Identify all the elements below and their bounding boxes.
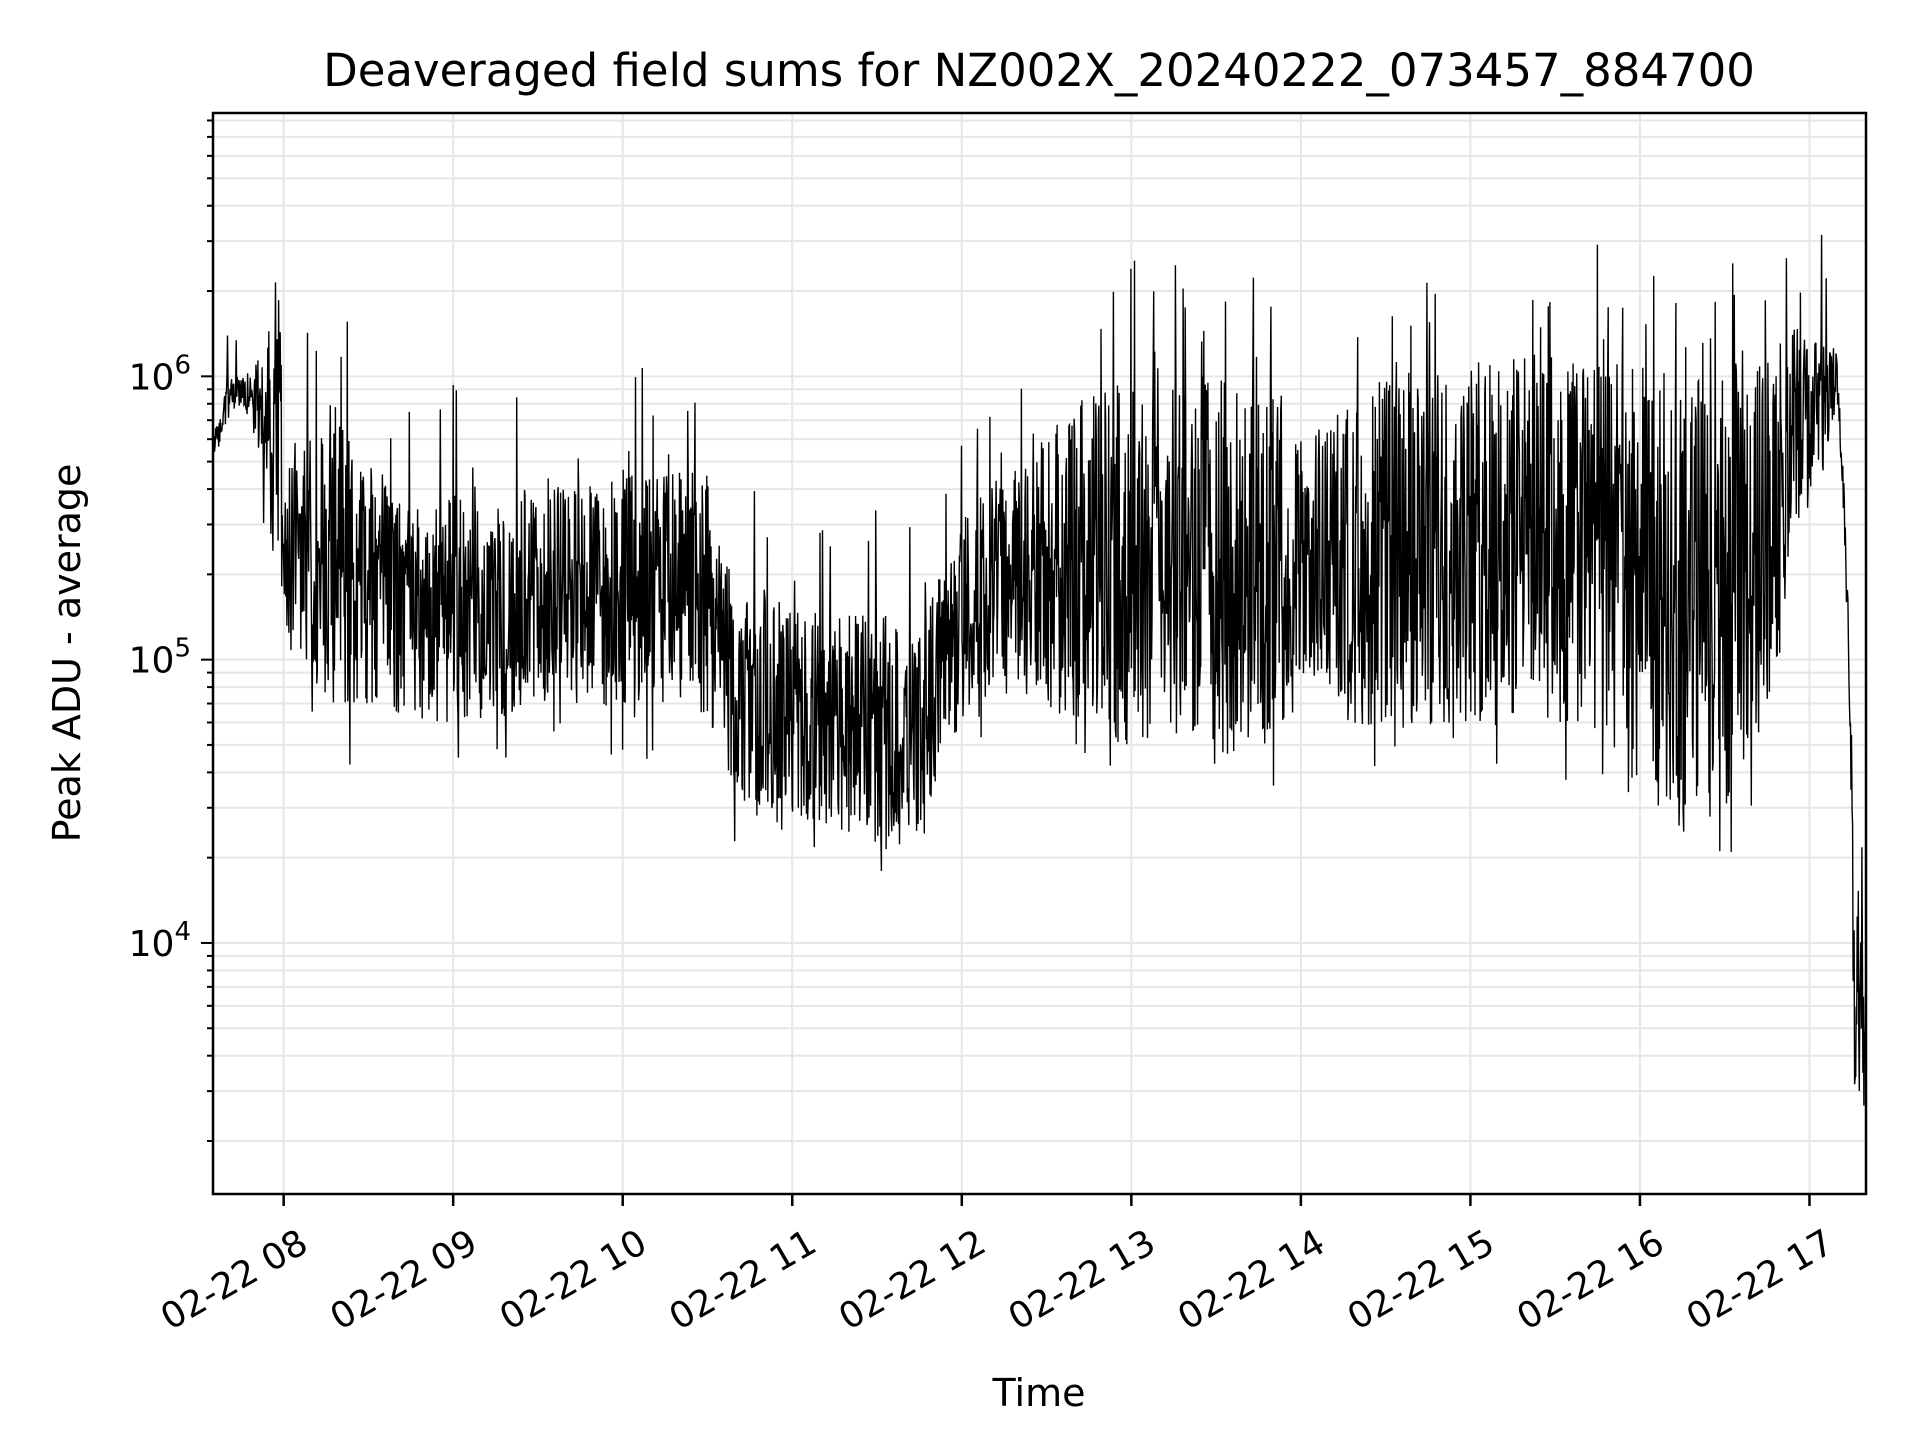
plot-frame [211,111,1868,1196]
y-tick-label: 104 [129,917,191,965]
x-tick-label: 02-22 10 [493,1222,654,1338]
x-axis: 02-22 08 02-22 09 02-22 10 02-22 11 02-22 12… [154,1194,1841,1339]
x-tick-label: 02-22 09 [324,1222,485,1338]
x-axis-label: Time [992,1371,1086,1415]
y-tick-label: 105 [129,634,191,682]
chart-title: Deaveraged field sums for NZ002X_2024022… [323,44,1755,97]
y-axis: 104 105 106 [129,119,213,1142]
x-tick-label: 02-22 13 [1002,1222,1163,1338]
x-tick-label: 02-22 17 [1680,1222,1841,1338]
x-tick-label: 02-22 15 [1341,1222,1502,1338]
y-tick-label: 106 [129,350,191,398]
x-tick-label: 02-22 12 [832,1222,993,1338]
y-axis-label: Peak ADU - average [45,464,89,843]
x-tick-label: 02-22 11 [663,1222,824,1338]
series-line [212,234,1867,1106]
x-tick-label: 02-22 16 [1510,1222,1671,1338]
x-tick-label: 02-22 08 [154,1222,315,1338]
series-path [212,234,1867,1106]
x-tick-label: 02-22 14 [1171,1222,1332,1338]
